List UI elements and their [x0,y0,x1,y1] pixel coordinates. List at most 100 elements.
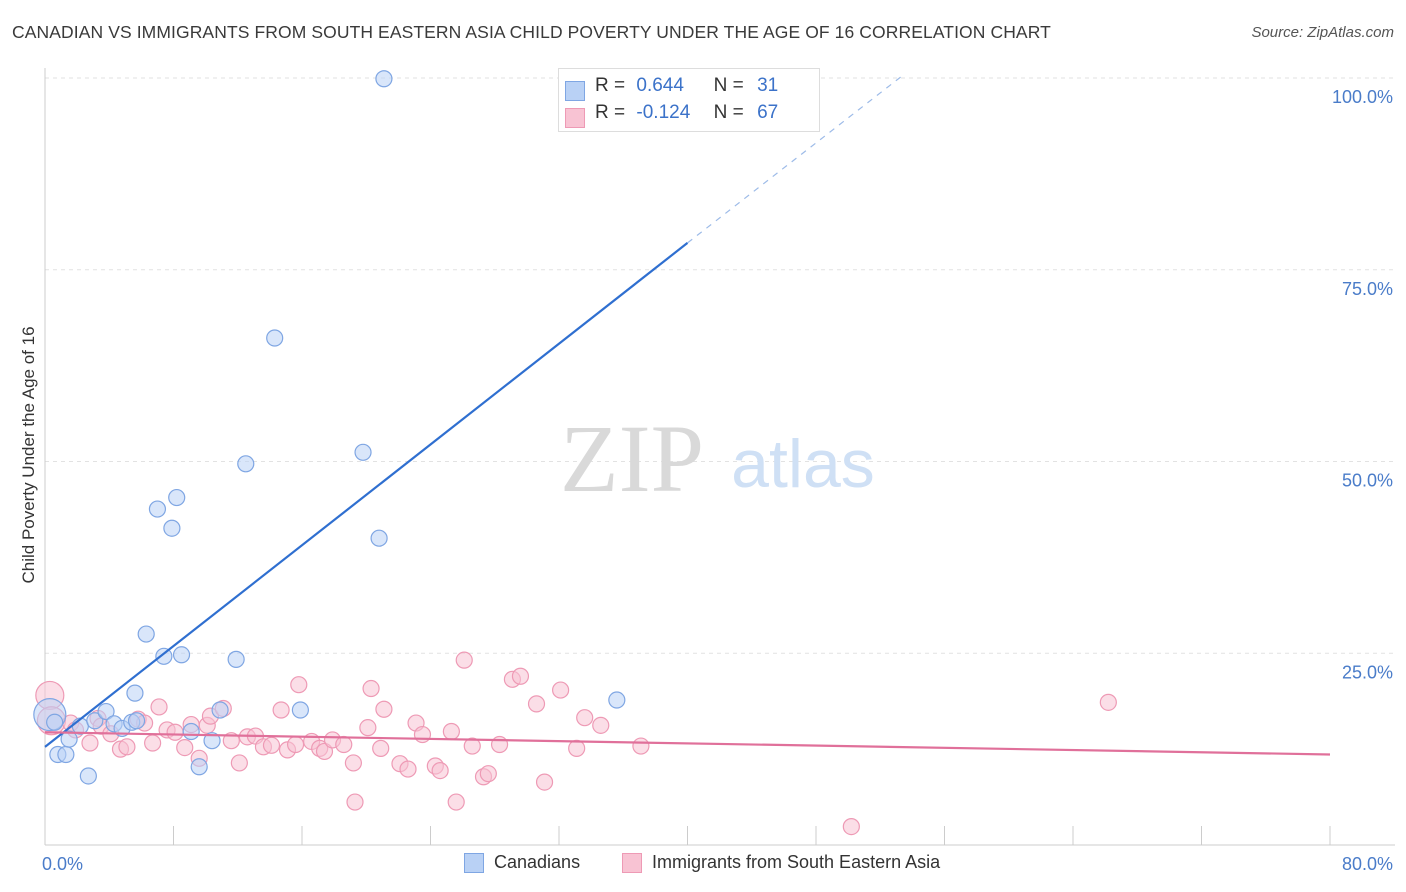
canadians-point [291,701,309,719]
immigrants-point [262,736,281,754]
canadians-point [608,691,626,709]
canadians-point [227,650,245,668]
immigrants-point [362,679,380,698]
y-tick-label: 50.0% [1342,471,1393,491]
immigrants-point [568,739,586,757]
canadians-trend-line [44,242,689,748]
canadians-point [211,701,229,719]
immigrants-point [552,681,570,699]
immigrants-point [166,723,184,741]
immigrants-point [479,765,497,783]
canadians-trend-extension [687,73,905,244]
stat-row-canadians: R = 0.644 N = 31 [565,75,779,101]
y-tick-label: 25.0% [1342,662,1393,682]
x-tick-label-min: 0.0% [42,854,83,874]
pink-series-points [35,651,1117,836]
pink-swatch [622,852,642,873]
watermark-zip: ZIP [560,405,704,512]
immigrants-point [150,698,168,716]
immigrants-point [290,676,308,694]
legend-label-canadians: Canadians [494,852,581,872]
canadians-point [57,745,75,764]
canadians-point [370,529,388,547]
n-label: N = [713,75,744,96]
immigrants-point [230,754,248,772]
immigrants-point [413,725,432,744]
legend-item-canadians[interactable]: Canadians [464,852,580,873]
canadians-point [137,625,155,643]
canadians-point [126,684,144,702]
n-label: N = [713,102,744,123]
series-legend: Canadians Immigrants from South Eastern … [0,850,1406,880]
watermark: ZIP atlas [560,405,875,512]
immigrants-point [335,735,353,754]
r-value: 0.644 [636,75,684,96]
canadians-point [97,702,115,721]
immigrants-point [447,793,465,811]
immigrants-point [81,734,99,752]
immigrants-point [511,667,530,685]
y-tick-label: 100.0% [1332,87,1393,107]
canadians-point [60,730,78,748]
canadians-point [266,329,284,347]
immigrants-point [359,719,377,737]
canadians-point [86,712,104,730]
canadians-point [46,713,64,731]
immigrants-point [842,817,860,836]
immigrants-point [632,737,650,755]
n-value: 31 [757,75,779,96]
grid-lines [45,77,1395,654]
canadians-point [354,443,372,461]
immigrants-point [535,773,554,791]
immigrants-point [442,722,460,741]
canadians-point [163,519,181,537]
immigrants-point [286,735,305,754]
y-tick-label: 75.0% [1342,279,1393,299]
watermark-atlas: atlas [731,426,875,502]
canadians-point [155,647,173,665]
stat-row-immigrants: R = -0.124 N = 67 [565,102,779,128]
blue-swatch [464,852,484,873]
immigrants-point [399,760,417,778]
immigrants-point [144,734,162,752]
immigrants-point [527,695,546,713]
blue-series-points [33,70,626,785]
tick-labels: 25.0% 50.0% 75.0% 100.0% 0.0% 80.0% [42,87,1393,874]
immigrants-point [222,732,240,750]
immigrants-point [272,701,290,719]
canadians-point [168,488,186,507]
immigrants-point [1099,693,1117,711]
x-tick-label-max: 80.0% [1342,854,1393,874]
source-label: Source: ZipAtlas.com [1251,24,1394,41]
r-value: -0.124 [636,102,691,123]
blue-swatch [565,81,585,101]
r-label: R = [595,102,626,123]
y-axis-label: Child Poverty Under the Age of 16 [19,326,38,583]
immigrants-point [346,793,364,811]
immigrants-point [592,716,610,734]
immigrants-point [118,738,136,756]
n-value: 67 [757,102,779,123]
canadians-point [190,758,208,776]
correlation-legend: R = 0.644 N = 31 R = -0.124 N = 67 [558,68,820,132]
immigrants-point [176,738,194,757]
legend-label-immigrants: Immigrants from South Eastern Asia [652,852,941,872]
immigrants-point [344,754,362,772]
chart-title: CANADIAN VS IMMIGRANTS FROM SOUTH EASTER… [12,22,1051,42]
canadians-point [375,70,393,88]
canadians-point [203,732,221,750]
r-label: R = [595,75,626,96]
canadians-point [237,455,255,473]
canadians-point [172,646,191,664]
canadians-point [79,767,97,785]
canadians-point [182,722,200,741]
immigrants-point [455,651,473,669]
legend-item-immigrants[interactable]: Immigrants from South Eastern Asia [622,852,940,873]
immigrants-point [576,709,594,727]
immigrants-trend-line [44,731,1331,756]
immigrants-point [372,739,390,757]
trend-lines [44,73,1331,756]
immigrants-point [375,700,393,718]
immigrants-point [431,762,449,780]
